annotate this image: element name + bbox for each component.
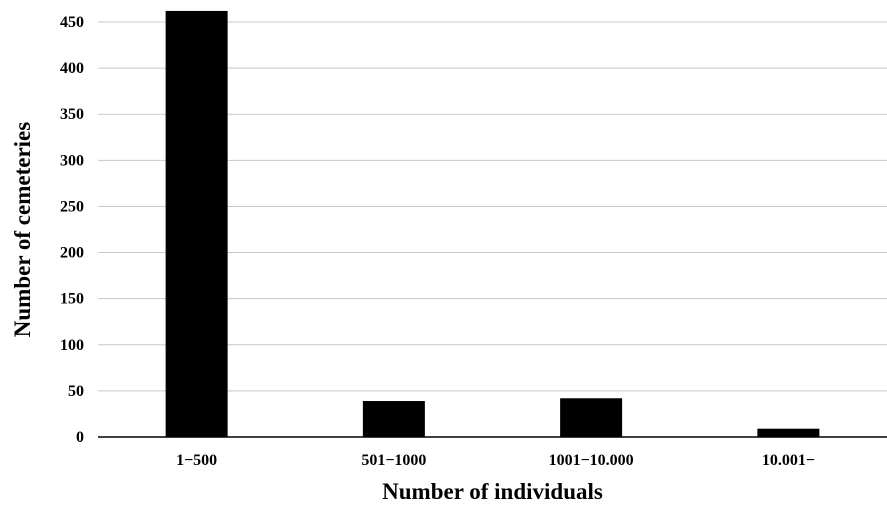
- y-tick-label: 350: [60, 106, 84, 123]
- grid-lines: [98, 21, 887, 392]
- y-tick-label: 300: [60, 152, 84, 169]
- bar-3: [560, 398, 623, 437]
- y-tick-label: 250: [60, 198, 84, 215]
- y-tick-label: 200: [60, 245, 84, 262]
- bars: [165, 10, 820, 438]
- x-tick-label: 1−500: [176, 452, 217, 469]
- y-tick-label: 400: [60, 60, 84, 77]
- x-tick-label: 1001−10.000: [549, 452, 634, 469]
- y-tick-labels: 0 50 100 150 200 250 300 350 400 450: [60, 14, 84, 446]
- bar-4: [757, 428, 820, 437]
- x-tick-label: 10.001−: [762, 452, 815, 469]
- x-tick-label: 501−1000: [361, 452, 426, 469]
- bar-1: [165, 10, 228, 438]
- bar-2: [362, 401, 425, 437]
- y-tick-label: 50: [68, 383, 84, 400]
- x-axis-title: Number of individuals: [382, 479, 603, 504]
- y-tick-label: 450: [60, 14, 84, 31]
- y-tick-label: 100: [60, 337, 84, 354]
- y-axis-title: Number of cemeteries: [10, 122, 35, 337]
- y-tick-label: 150: [60, 291, 84, 308]
- x-tick-labels: 1−500 501−1000 1001−10.000 10.001−: [176, 452, 815, 469]
- y-tick-label: 0: [76, 429, 84, 446]
